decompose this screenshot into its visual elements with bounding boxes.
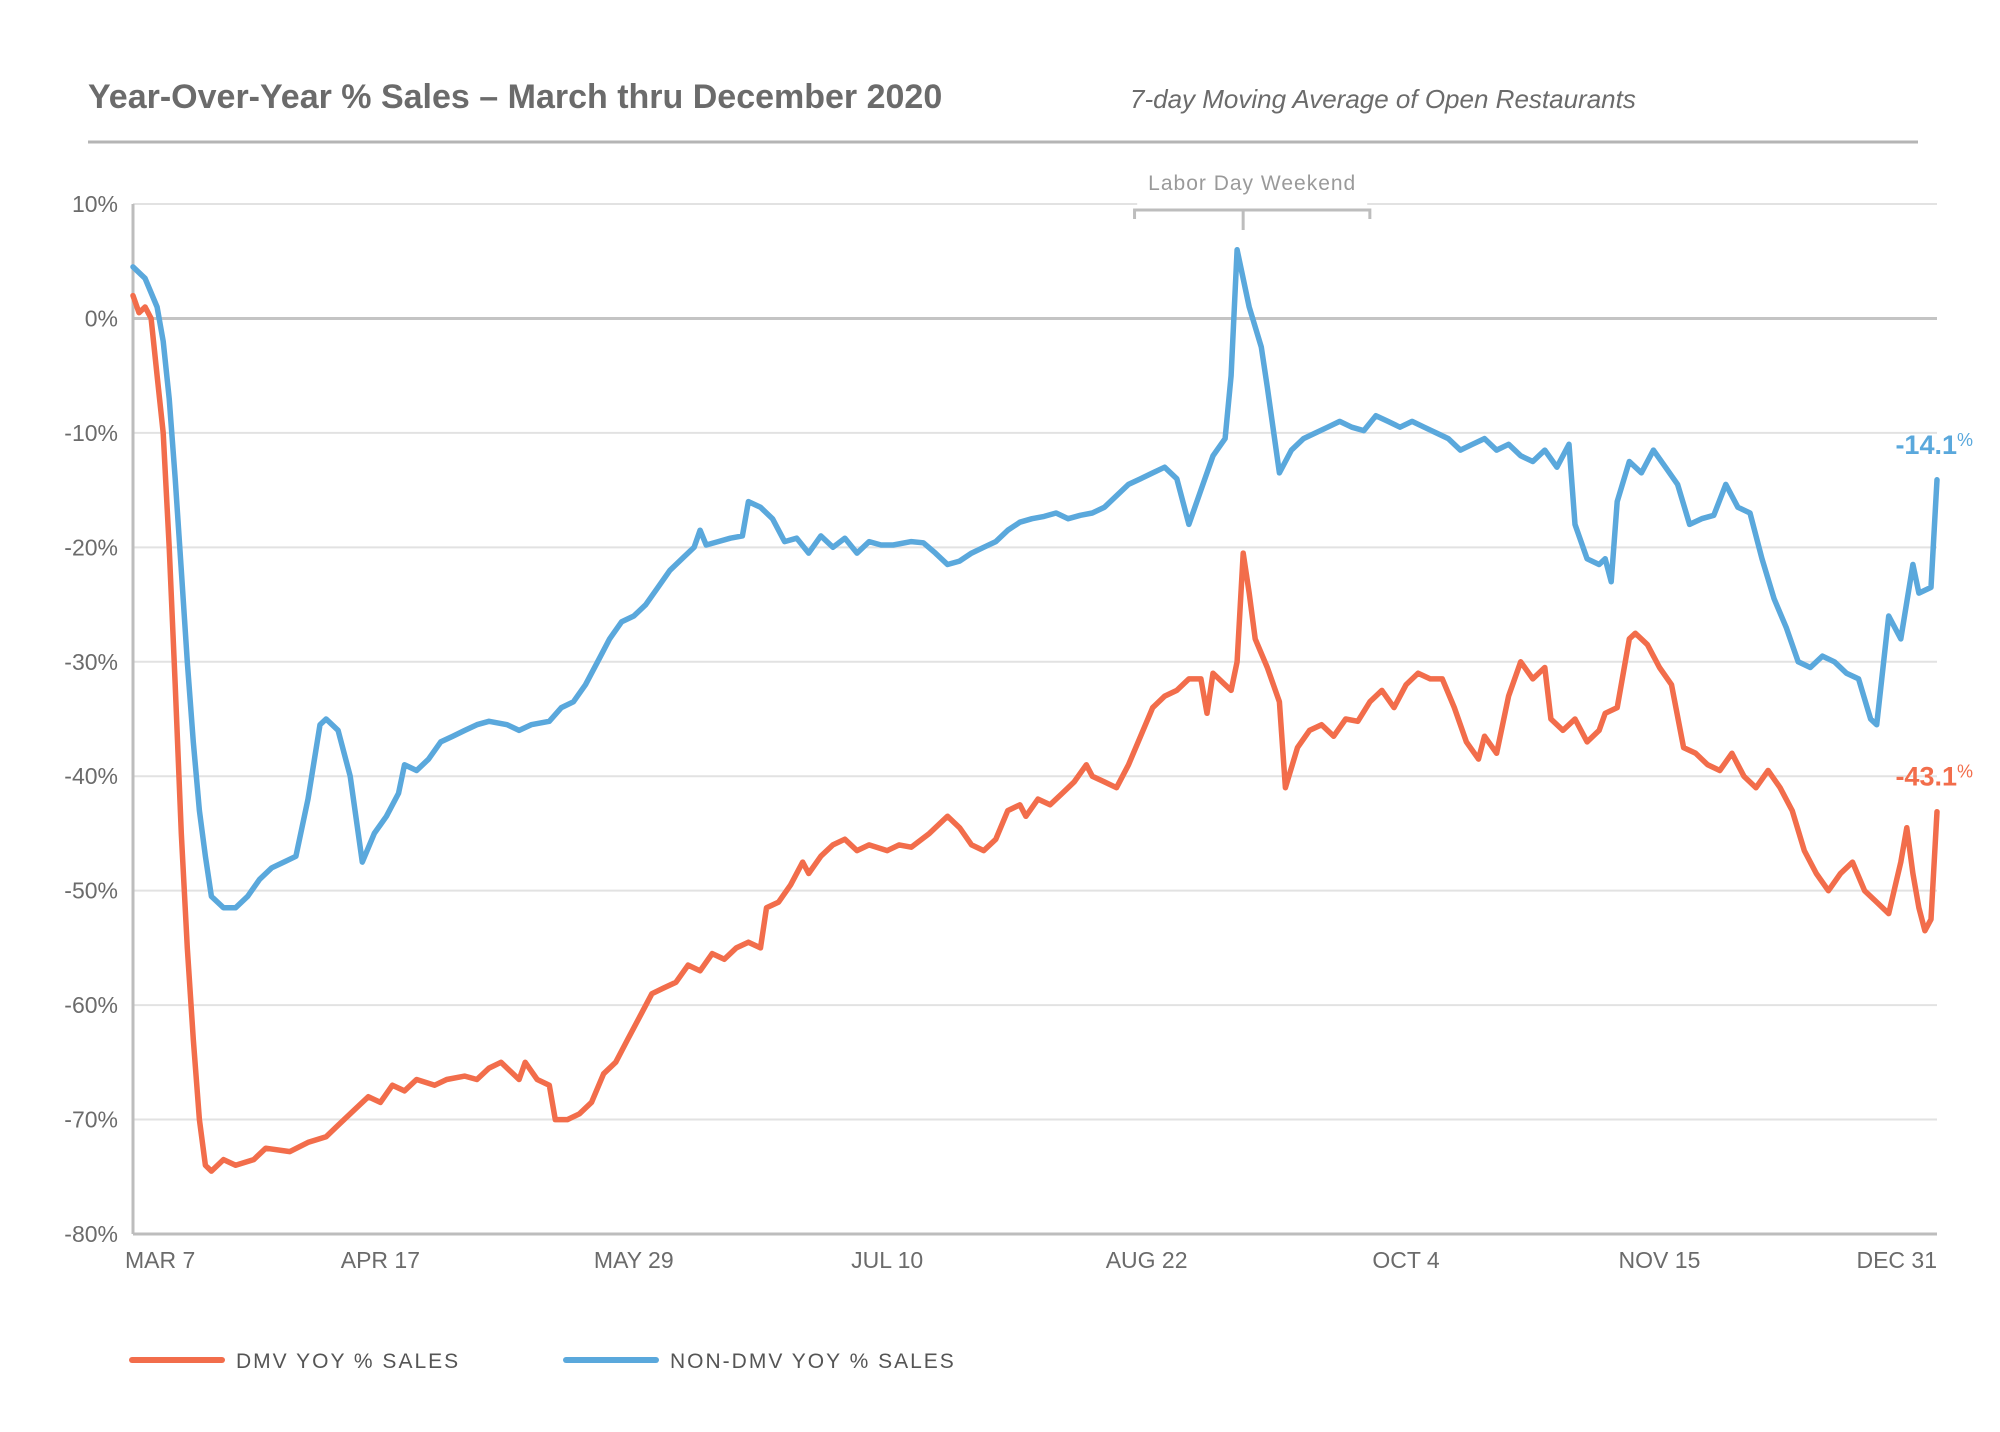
labor-day-annotation: Labor Day Weekend bbox=[1133, 172, 1372, 230]
y-tick-label: -20% bbox=[64, 534, 118, 560]
x-tick-label: NOV 15 bbox=[1619, 1247, 1701, 1273]
end-label-dmv-unit: % bbox=[1957, 762, 1973, 782]
y-tick-label: 10% bbox=[72, 191, 118, 217]
y-tick-label: -70% bbox=[64, 1107, 118, 1133]
end-label-non-dmv-unit: % bbox=[1957, 430, 1973, 450]
y-tick-label: -50% bbox=[64, 878, 118, 904]
annotation-label: Labor Day Weekend bbox=[1148, 172, 1356, 195]
x-tick-label: APR 17 bbox=[341, 1247, 420, 1273]
end-label-dmv-number: -43.1 bbox=[1895, 762, 1957, 792]
legend: DMV YOY % SALES NON-DMV YOY % SALES bbox=[129, 1350, 956, 1373]
axes: 10% 0% -10% -20% -30% -40% -50% -60% -70% -80% MAR… bbox=[64, 191, 1937, 1273]
y-tick-label: -60% bbox=[64, 992, 118, 1018]
y-tick-label: -30% bbox=[64, 649, 118, 675]
gridlines bbox=[133, 203, 1937, 1121]
series-line-non-dmv bbox=[130, 247, 1940, 911]
x-tick-label: MAR 7 bbox=[125, 1247, 195, 1273]
annotation-label-backdrop bbox=[1137, 196, 1368, 212]
y-tick-label: -80% bbox=[64, 1221, 118, 1247]
end-label-non-dmv-number: -14.1 bbox=[1895, 430, 1957, 460]
end-label-dmv: -43.1% bbox=[1895, 762, 1973, 792]
x-tick-label: MAY 29 bbox=[594, 1247, 674, 1273]
chart-title: Year-Over-Year % Sales – March thru Dece… bbox=[88, 78, 942, 116]
chart-subtitle: 7-day Moving Average of Open Restaurants bbox=[1130, 84, 1636, 114]
y-tick-label: -10% bbox=[64, 420, 118, 446]
x-tick-label: OCT 4 bbox=[1372, 1247, 1440, 1273]
series-line-dmv bbox=[130, 292, 1940, 1174]
x-tick-label: JUL 10 bbox=[851, 1247, 923, 1273]
annotation-bracket bbox=[1133, 208, 1372, 219]
legend-label-dmv: DMV YOY % SALES bbox=[236, 1350, 460, 1373]
legend-label-non-dmv: NON-DMV YOY % SALES bbox=[670, 1350, 956, 1373]
y-tick-label: -40% bbox=[64, 763, 118, 789]
series-lines bbox=[130, 247, 1940, 1174]
x-tick-label: DEC 31 bbox=[1856, 1247, 1937, 1273]
end-label-non-dmv: -14.1% bbox=[1895, 430, 1973, 460]
y-tick-label: 0% bbox=[85, 305, 118, 331]
x-tick-label: AUG 22 bbox=[1106, 1247, 1188, 1273]
